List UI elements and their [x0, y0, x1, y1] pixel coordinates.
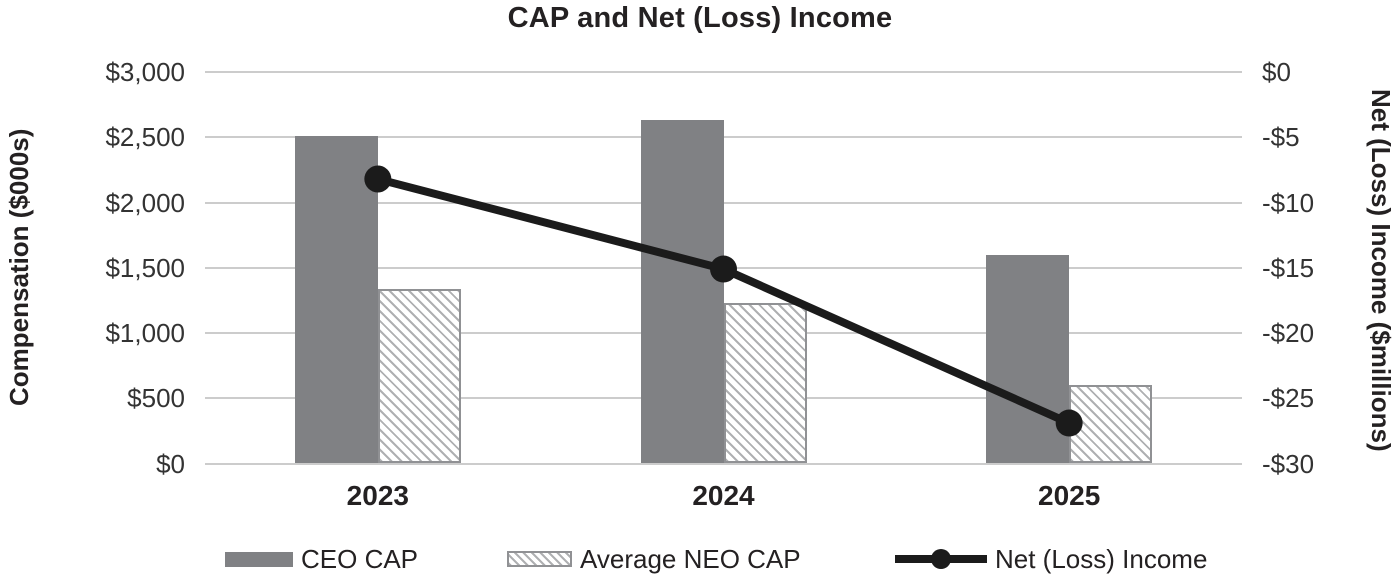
gridline: [205, 462, 1242, 465]
right-axis-tick-label: -$10: [1262, 187, 1315, 218]
bar-ceo-cap-2024: [640, 120, 724, 464]
x-axis-label-2025: 2025: [1038, 480, 1101, 511]
left-axis-tick-label: $500: [127, 383, 185, 414]
bar-average-neo-cap-2025: [1069, 385, 1153, 464]
legend-label: CEO CAP: [301, 543, 419, 574]
bar-ceo-cap-2025: [986, 254, 1070, 464]
right-axis-tick-label: -$25: [1262, 383, 1315, 414]
gridline: [205, 71, 1242, 73]
right-axis-tick-label: -$15: [1262, 252, 1315, 283]
right-axis-tick-label: -$20: [1262, 318, 1315, 348]
left-axis-tick-label: $1,500: [105, 252, 185, 283]
right-axis-tick-label: -$30: [1262, 448, 1315, 479]
legend-item-net-loss-income: Net (Loss) Income: [895, 542, 1207, 576]
left-axis-tick-label: $3,000: [105, 57, 185, 87]
gridline: [205, 136, 1242, 139]
legend-item-average-neo-cap: Average NEO CAP: [507, 542, 801, 576]
bar-average-neo-cap-2023: [377, 288, 461, 464]
bar-ceo-cap-2023: [294, 135, 378, 464]
right-axis-title: Net (Loss) Income ($millions): [1366, 88, 1396, 452]
left-axis-title: Compensation ($000s): [4, 128, 34, 406]
legend-label: Average NEO CAP: [580, 543, 801, 574]
x-axis-label-2024: 2024: [692, 480, 755, 511]
legend-label: Net (Loss) Income: [995, 543, 1208, 574]
legend-item-ceo-cap: CEO CAP: [225, 542, 418, 576]
right-axis-tick-label: -$5: [1262, 122, 1300, 153]
x-axis-label-2023: 2023: [346, 480, 409, 511]
right-axis-tick-label: $0: [1262, 57, 1291, 87]
left-axis-tick-label: $2,000: [105, 187, 185, 218]
left-axis-tick-label: $2,500: [105, 122, 185, 153]
legend-hatched-swatch: [507, 551, 572, 567]
legend-line-swatch: [895, 548, 987, 570]
left-axis-tick-label: $0: [156, 448, 185, 479]
legend-solid-swatch: [225, 551, 293, 567]
left-axis-tick-label: $1,000: [105, 318, 185, 348]
chart-title: CAP and Net (Loss) Income: [507, 2, 893, 34]
bar-average-neo-cap-2024: [723, 302, 807, 464]
